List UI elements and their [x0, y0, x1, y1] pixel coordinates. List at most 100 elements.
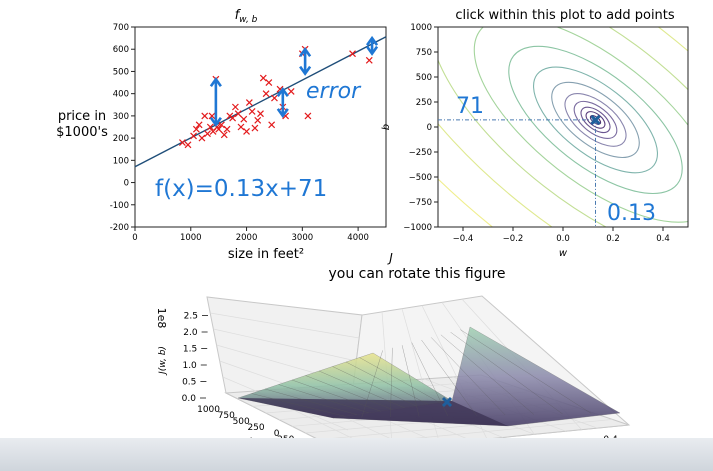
data-point	[245, 99, 253, 106]
data-point	[257, 110, 264, 118]
surface-zscale: 1e8	[155, 308, 168, 329]
surface-3d-box	[206, 295, 631, 454]
surface-mesh	[460, 329, 592, 414]
surface-mesh	[431, 337, 506, 416]
data-point	[237, 123, 245, 131]
contour-line	[438, 27, 688, 227]
b-tick-label: 750	[218, 411, 235, 421]
surface-panel[interactable]: J you can rotate this figure 0.0 0.5 1.0 1.…	[155, 251, 631, 467]
y-tick-label: 100	[113, 156, 129, 166]
data-point	[208, 112, 216, 120]
wall-grid	[210, 312, 360, 339]
z-tick-label: 2.5	[184, 312, 198, 322]
contour-title: click within this plot to add points	[455, 8, 675, 23]
x-tick-label: 4000	[347, 233, 369, 243]
data-point	[262, 90, 270, 98]
equation-annotation: f(x)=0.13x+71	[155, 176, 327, 202]
surface-zlabel: J(w, b)	[158, 346, 168, 376]
error-arrow	[276, 86, 289, 119]
b-tick-label: 500	[233, 417, 250, 427]
surface-mesh	[345, 361, 429, 405]
data-point	[243, 128, 250, 135]
data-point	[304, 112, 312, 120]
data-point	[234, 110, 242, 118]
scatter-frame	[134, 26, 387, 228]
data-point	[254, 116, 262, 124]
error-arrow	[299, 46, 312, 76]
scatter-axes: 0 1000 2000 3000 4000 -200 -100 0 100 200 300 400 50…	[110, 23, 369, 243]
y-tick-label: -100	[110, 201, 129, 211]
data-point	[259, 74, 267, 82]
data-point	[229, 114, 237, 122]
error-arrow	[209, 76, 222, 128]
y-tick-label: −750	[409, 198, 432, 208]
cost-surface	[237, 326, 621, 427]
data-point	[192, 125, 200, 133]
regression-line-path	[134, 36, 387, 168]
data-point	[204, 130, 211, 138]
data-point	[215, 125, 223, 133]
z-tick-label: 2.0	[183, 328, 198, 338]
y-tick-label: 1000	[410, 23, 432, 33]
contour-axes: −0.4 −0.2 0.0 0.2 0.4 −1000 −750 −500 −250 0 250 50…	[403, 23, 670, 244]
player-bottom-bar	[0, 438, 713, 471]
data-point	[206, 123, 214, 131]
contour-line	[508, 45, 683, 195]
contour-line	[585, 111, 606, 129]
data-point	[218, 121, 225, 129]
surface-minimum-x	[441, 396, 453, 408]
y-tick-label: −1000	[403, 223, 432, 233]
surface-mesh	[318, 370, 405, 408]
data-point	[190, 132, 197, 140]
z-tick-label: 0.5	[182, 378, 196, 388]
data-point	[184, 141, 192, 149]
data-point	[231, 103, 239, 111]
w-annotation: 0.13	[607, 201, 656, 226]
x-tick-label: 0	[132, 233, 137, 243]
x-tick-label: 0.2	[606, 234, 620, 244]
z-tick-label: 1.0	[182, 361, 197, 371]
data-point	[195, 121, 203, 129]
y-tick-label: -200	[110, 223, 129, 233]
contour-line	[551, 81, 640, 159]
minimum-marker	[438, 114, 601, 227]
y-tick-label: 700	[113, 23, 129, 33]
surface-mesh	[251, 393, 345, 417]
x-tick-label: 2000	[236, 233, 258, 243]
surface-mesh	[450, 332, 563, 415]
scatter-panel[interactable]: fw, b 0 1000 2000 3000 4000 -200 -100 0 100 200 30…	[56, 8, 387, 262]
y-tick-label: 400	[113, 90, 129, 100]
contour-frame	[437, 26, 689, 228]
x-tick-label: 0.0	[556, 234, 570, 244]
contour-line	[473, 27, 688, 223]
wall-grid	[213, 328, 357, 362]
data-point	[198, 134, 206, 142]
contour-line	[573, 100, 618, 139]
b-annotation: 71	[456, 94, 484, 119]
surface-mesh	[359, 357, 441, 403]
regression-line	[134, 36, 387, 168]
scatter-xlabel: size in feet²	[228, 247, 304, 262]
error-arrows	[209, 35, 379, 128]
y-tick-label: 0	[427, 123, 432, 133]
surface-mesh	[278, 384, 369, 414]
error-arrow	[365, 35, 379, 56]
scatter-title: fw, b	[235, 8, 258, 25]
y-tick-label: −250	[409, 148, 432, 158]
surface-title: you can rotate this figure	[328, 266, 505, 282]
scatter-ylabel-line1: price in	[58, 109, 106, 124]
surface-mesh	[411, 342, 448, 417]
surface-mesh	[305, 375, 393, 410]
y-tick-label: 500	[416, 73, 432, 83]
y-tick-label: 200	[113, 134, 129, 144]
contour-line	[532, 66, 659, 174]
contour-line	[564, 93, 627, 147]
minimum-x	[590, 114, 601, 125]
surface-mesh	[291, 379, 381, 412]
surface-mesh	[421, 339, 477, 416]
contour-panel[interactable]: click within this plot to add points −0.…	[221, 0, 713, 458]
surface-title-j: J	[387, 251, 393, 265]
b-tick-label: 250	[247, 423, 264, 433]
contour-xlabel: w	[559, 248, 568, 259]
